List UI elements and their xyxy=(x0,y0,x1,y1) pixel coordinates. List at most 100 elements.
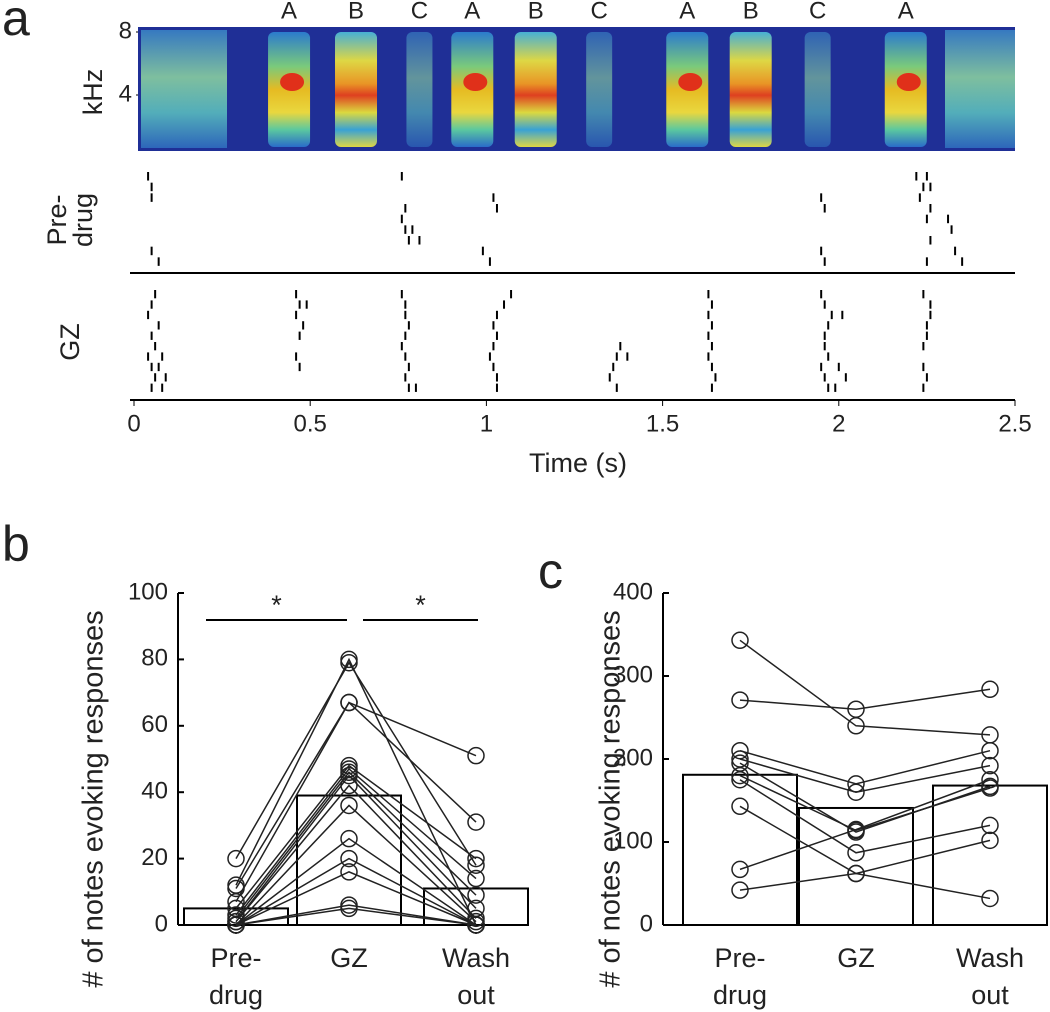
subject-point xyxy=(981,831,999,850)
subject-line xyxy=(235,661,477,866)
note-spectrum xyxy=(406,32,433,147)
subject-point xyxy=(467,813,485,831)
x-axis-label: Time (s) xyxy=(529,448,627,478)
x-tick-label: 1 xyxy=(480,410,493,437)
subject-point xyxy=(847,700,865,718)
subject-line xyxy=(235,701,477,903)
x-tick-label: GZ xyxy=(837,943,875,973)
subject-point xyxy=(981,816,999,835)
group-label: Pre- xyxy=(42,194,72,245)
note-label: B xyxy=(528,0,544,24)
x-tick-label: GZ xyxy=(330,943,368,973)
y-tick-label: 100 xyxy=(128,578,168,605)
x-tick-label: out xyxy=(457,980,495,1010)
y-tick-label: 0 xyxy=(640,910,653,937)
subject-line xyxy=(235,904,477,926)
subject-line xyxy=(739,779,991,871)
note-spectrum xyxy=(804,32,831,147)
subject-point xyxy=(847,864,865,883)
subject-point xyxy=(731,631,749,650)
subject-point xyxy=(340,829,358,848)
y-tick-label: 200 xyxy=(613,744,653,771)
subject-point xyxy=(847,844,865,862)
group-label: GZ xyxy=(55,323,85,361)
subject-line xyxy=(235,804,477,926)
note-spectrum xyxy=(335,32,378,147)
x-tick-label: 0 xyxy=(127,410,140,437)
bar xyxy=(682,773,798,927)
subject-point xyxy=(731,771,749,789)
subject-point xyxy=(340,693,358,712)
x-tick-label: Pre- xyxy=(210,943,261,973)
subject-line xyxy=(739,758,991,793)
y-tick-label: 40 xyxy=(141,778,168,805)
note-label: A xyxy=(898,0,914,24)
x-tick-label: 1.5 xyxy=(646,410,679,437)
subject-point xyxy=(340,650,358,669)
subject-line xyxy=(235,774,477,923)
subject-line xyxy=(235,657,477,926)
x-tick-label: Pre- xyxy=(714,943,765,973)
spectrogram-noise xyxy=(945,30,1015,148)
y-tick-label: 300 xyxy=(613,661,653,688)
subject-point xyxy=(467,856,485,874)
subject-point xyxy=(467,746,485,765)
note-label: C xyxy=(809,0,826,24)
subject-line xyxy=(235,767,477,916)
y-tick-label: 4 xyxy=(119,80,132,107)
subject-point xyxy=(731,691,749,709)
subject-point xyxy=(467,886,485,904)
x-tick-label: 2.5 xyxy=(998,410,1031,437)
subject-point xyxy=(467,849,485,868)
x-tick-label: out xyxy=(971,980,1009,1010)
x-tick-label: 2 xyxy=(832,410,845,437)
y-tick-label: 0 xyxy=(155,910,168,937)
x-tick-label: 0.5 xyxy=(294,410,327,437)
subject-point xyxy=(340,766,358,785)
subject-point xyxy=(340,796,358,815)
significance-star: * xyxy=(271,590,282,620)
panel-letter: c xyxy=(538,543,563,599)
note-spectrum xyxy=(586,32,613,147)
subject-point xyxy=(731,766,749,785)
x-tick-label: drug xyxy=(209,980,263,1010)
panel-letter: a xyxy=(2,0,30,46)
note-peak xyxy=(280,73,305,91)
note-peak xyxy=(463,73,488,91)
y-tick-label: 60 xyxy=(141,711,168,738)
y-axis-label: kHz xyxy=(78,69,108,116)
subject-line xyxy=(235,771,477,919)
subject-point xyxy=(731,741,749,760)
bar xyxy=(932,784,1048,926)
subject-point xyxy=(227,849,245,868)
subject-point xyxy=(467,899,485,918)
note-label: B xyxy=(348,0,364,24)
note-label: A xyxy=(464,0,480,24)
subject-point xyxy=(227,912,245,931)
subject-point xyxy=(731,797,749,816)
subject-line xyxy=(739,688,991,710)
group-label: drug xyxy=(68,193,98,247)
subject-point xyxy=(981,771,999,789)
subject-point xyxy=(981,756,999,775)
subject-point xyxy=(981,680,999,699)
y-tick-label: 8 xyxy=(119,17,132,44)
subject-line xyxy=(235,907,477,926)
x-tick-label: drug xyxy=(713,980,767,1010)
note-label: A xyxy=(281,0,297,24)
subject-point xyxy=(731,881,749,899)
y-tick-label: 400 xyxy=(613,578,653,605)
note-spectrum xyxy=(729,32,772,147)
note-label: C xyxy=(411,0,428,24)
subject-point xyxy=(340,849,358,868)
subject-point xyxy=(847,783,865,801)
subject-point xyxy=(847,820,865,839)
x-tick-label: Wash xyxy=(442,943,510,973)
subject-point xyxy=(340,863,358,881)
subject-line xyxy=(235,837,477,926)
subject-point xyxy=(981,889,999,908)
bar xyxy=(798,806,914,926)
subject-line xyxy=(739,639,991,736)
spectrogram-noise xyxy=(141,30,227,148)
y-axis-label: # of notes evoking responses xyxy=(595,610,627,987)
